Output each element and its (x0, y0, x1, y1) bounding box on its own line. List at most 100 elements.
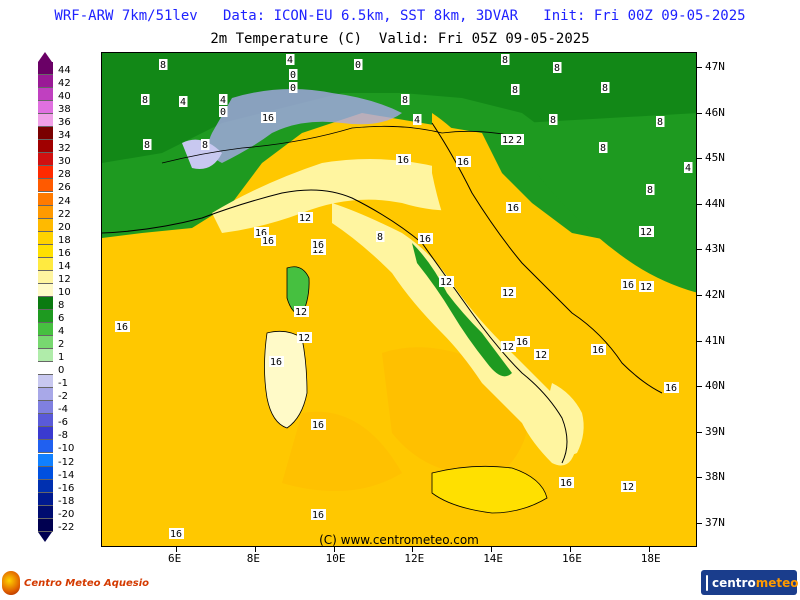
alps-freezing-zone (208, 89, 402, 163)
colorbar-swatch (38, 349, 53, 363)
contour-label: 4 (180, 97, 186, 108)
contour-label-bg (354, 59, 363, 70)
contour-label: 12 (312, 245, 324, 256)
colorbar-swatch (38, 101, 53, 115)
contour-label-bg (511, 84, 520, 95)
colorbar-swatch (38, 466, 53, 480)
contour-label: 8 (144, 140, 150, 151)
contour-label: 12 (299, 213, 311, 224)
contour-label-bg (639, 281, 654, 292)
colorbar-level-label: -16 (58, 482, 75, 494)
contour-label-bg (439, 276, 454, 287)
colorbar-level-label: -8 (58, 430, 68, 442)
colorbar-swatch (38, 218, 53, 232)
contour-label-bg (396, 154, 411, 165)
contour-label: 16 (312, 420, 324, 431)
lon-tick (333, 547, 335, 552)
lat-tick (697, 203, 702, 205)
colorbar-swatch (38, 140, 53, 154)
colorbar-level-label: -10 (58, 443, 75, 455)
contour-label: 12 (640, 227, 652, 238)
contour-label: 12 (298, 333, 310, 344)
contour-label-bg (559, 477, 574, 488)
contour-label-bg (286, 54, 295, 65)
contour-label: 16 (665, 383, 677, 394)
centro-meteo-aquesio-logo[interactable]: Centro Meteo Aquesio (2, 568, 149, 598)
lat-label: 42N (705, 288, 725, 301)
colorbar-swatch (38, 231, 53, 245)
contour-label: 16 (560, 478, 572, 489)
colorbar-level-label: 2 (58, 339, 65, 351)
brand-text-a: centro (712, 575, 756, 590)
colorbar-swatch (38, 166, 53, 180)
contour-label-bg (621, 279, 636, 290)
contour-label: 16 (255, 228, 267, 239)
italian-peninsula (332, 203, 577, 466)
apennines-ridge (412, 243, 512, 377)
header-field-valid-time: 2m Temperature (C) Valid: Fri 05Z 09-05-… (210, 31, 590, 47)
colorbar-level-label: 30 (58, 156, 71, 168)
corsica (286, 266, 310, 316)
border-line (161, 125, 523, 164)
contour-label-bg (169, 528, 184, 539)
colorbar-level-label: 18 (58, 234, 71, 246)
contour-label-bg (501, 341, 516, 352)
colorbar-swatch (38, 192, 53, 206)
colorbar-bottom-arrow (38, 531, 52, 542)
lon-tick (254, 547, 256, 552)
colorbar-swatch (38, 153, 53, 167)
contour-label-bg (418, 233, 433, 244)
contour-label: 16 (419, 234, 431, 245)
contour-label-bg (456, 156, 471, 167)
lat-tick (697, 523, 702, 524)
contour-label: 16 (397, 155, 409, 166)
contour-label-bg (297, 332, 312, 343)
contour-label-bg (506, 202, 521, 213)
colorbar-swatch (38, 336, 53, 350)
lon-label: 18E (640, 552, 661, 565)
lat-label: 46N (705, 105, 725, 119)
contour-label-bg (219, 94, 228, 105)
colorbar-level-label: 8 (58, 299, 65, 311)
colorbar-swatch (38, 257, 53, 271)
colorbar-level-label: 14 (58, 260, 71, 272)
colorbar-level-label: -14 (58, 469, 75, 481)
lon-label: 12E (404, 552, 425, 565)
aquesio-brand-text: Centro Meteo Aquesio (24, 577, 149, 589)
contour-label: 16 (622, 280, 634, 291)
contour-label-bg (311, 509, 326, 520)
contour-label: 8 (402, 95, 408, 106)
contour-label: 4 (685, 163, 691, 174)
contour-label: 16 (312, 240, 324, 251)
aquesio-logo-icon (2, 571, 20, 595)
contour-label: 16 (116, 322, 128, 333)
contour-label-bg (143, 139, 152, 150)
lat-label: 38N (705, 470, 725, 484)
colorbar-level-label: 34 (58, 130, 71, 142)
contour-label-bg (289, 69, 298, 80)
contour-label: 12 (502, 135, 514, 146)
colorbar-level-label: 16 (58, 247, 71, 259)
contour-label: 16 (270, 357, 282, 368)
colorbar-level-label: 1 (58, 352, 65, 364)
colorbar-level-label: 6 (58, 312, 65, 324)
contour-label: 16 (516, 337, 528, 348)
sea-warm-band-2 (282, 411, 402, 491)
lat-tick (697, 386, 702, 388)
contour-label: 8 (512, 85, 518, 96)
colorbar-level-label: 20 (58, 221, 71, 233)
colorbar-swatch (38, 375, 53, 389)
colorbar-level-label: 40 (58, 91, 71, 103)
colorbar-level-label: 26 (58, 182, 71, 194)
contour-label-bg (501, 287, 516, 298)
lon-label: 16E (562, 552, 582, 565)
contour-label-bg (621, 481, 636, 492)
colorbar-swatch (38, 127, 53, 141)
contour-label: 8 (600, 143, 606, 154)
contour-label-bg (289, 82, 298, 93)
centrometeo-logo[interactable]: centrometeo (701, 570, 798, 595)
colorbar-level-label: -1 (58, 378, 68, 390)
colorbar-swatch (38, 270, 53, 284)
